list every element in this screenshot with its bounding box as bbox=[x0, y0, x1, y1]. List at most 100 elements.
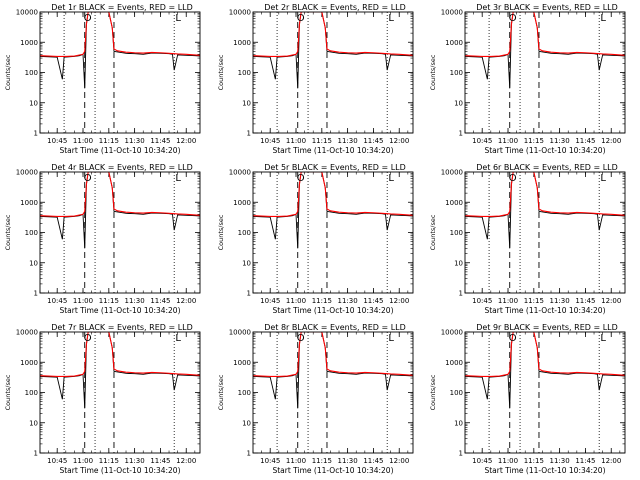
annotation-l: L bbox=[388, 333, 394, 344]
x-tick-label: 11:15 bbox=[99, 457, 119, 465]
x-tick-label: 12:00 bbox=[389, 137, 409, 145]
x-tick-label: 11:00 bbox=[286, 297, 306, 305]
y-tick-label: 10000 bbox=[16, 329, 38, 337]
annotation-l: L bbox=[600, 333, 606, 344]
annotation-l: L bbox=[388, 173, 394, 184]
annotation-l: L bbox=[600, 13, 606, 24]
x-tick-label: 12:00 bbox=[176, 297, 196, 305]
annotation-o: O bbox=[84, 13, 92, 24]
y-tick-label: 100 bbox=[450, 69, 463, 77]
plot-frame bbox=[464, 331, 626, 454]
x-axis-label: Start Time (11-Oct-10 10:34:20) bbox=[59, 306, 180, 315]
x-tick-label: 11:15 bbox=[524, 137, 544, 145]
annotation-o: O bbox=[509, 13, 517, 24]
y-axis-label: Counts/sec bbox=[4, 214, 12, 250]
x-tick-label: 10:45 bbox=[47, 297, 67, 305]
y-tick-label: 1 bbox=[34, 130, 38, 138]
x-tick-label: 11:30 bbox=[338, 137, 358, 145]
y-tick-label: 10000 bbox=[229, 329, 251, 337]
plot-frame bbox=[39, 11, 201, 134]
x-tick-label: 11:45 bbox=[363, 457, 383, 465]
lld-series-line bbox=[465, 172, 625, 217]
x-tick-label: 11:45 bbox=[363, 297, 383, 305]
x-tick-label: 11:45 bbox=[363, 137, 383, 145]
y-tick-label: 1000 bbox=[20, 39, 38, 47]
x-tick-label: 11:15 bbox=[524, 457, 544, 465]
x-tick-label: 11:45 bbox=[575, 137, 595, 145]
y-tick-label: 10 bbox=[454, 99, 463, 107]
y-tick-label: 1 bbox=[459, 130, 463, 138]
x-tick-label: 10:45 bbox=[260, 457, 280, 465]
y-tick-label: 100 bbox=[25, 69, 38, 77]
annotation-l: L bbox=[175, 333, 181, 344]
y-tick-label: 10 bbox=[454, 419, 463, 427]
y-tick-label: 1 bbox=[247, 290, 251, 298]
y-tick-label: 10000 bbox=[229, 9, 251, 17]
panel-title: Det 1r BLACK = Events, RED = LLD bbox=[51, 3, 193, 12]
y-axis-label: Counts/sec bbox=[4, 54, 12, 90]
plot-frame bbox=[464, 11, 626, 134]
panel-title: Det 9r BLACK = Events, RED = LLD bbox=[476, 323, 618, 332]
y-tick-label: 100 bbox=[25, 229, 38, 237]
y-tick-label: 100 bbox=[25, 389, 38, 397]
y-tick-label: 100 bbox=[238, 229, 251, 237]
y-tick-label: 10 bbox=[29, 259, 38, 267]
x-tick-label: 11:15 bbox=[99, 137, 119, 145]
y-axis-label: Counts/sec bbox=[429, 214, 437, 250]
panel-title: Det 4r BLACK = Events, RED = LLD bbox=[51, 163, 193, 172]
x-tick-label: 12:00 bbox=[601, 457, 621, 465]
x-tick-label: 10:45 bbox=[260, 137, 280, 145]
x-tick-label: 10:45 bbox=[47, 457, 67, 465]
x-tick-label: 11:15 bbox=[99, 297, 119, 305]
x-tick-label: 11:00 bbox=[498, 297, 518, 305]
x-tick-label: 11:30 bbox=[550, 297, 570, 305]
plot-frame bbox=[39, 171, 201, 294]
x-tick-label: 11:30 bbox=[125, 137, 145, 145]
y-axis-label: Counts/sec bbox=[217, 214, 225, 250]
y-tick-label: 10 bbox=[29, 99, 38, 107]
y-tick-label: 10000 bbox=[16, 169, 38, 177]
plot-frame bbox=[464, 171, 626, 294]
y-tick-label: 1 bbox=[34, 290, 38, 298]
x-tick-label: 12:00 bbox=[389, 457, 409, 465]
x-axis-label: Start Time (11-Oct-10 10:34:20) bbox=[59, 146, 180, 155]
x-tick-label: 11:00 bbox=[498, 457, 518, 465]
plot-frame bbox=[252, 331, 414, 454]
detector-panel: Det 8r BLACK = Events, RED = LLD Counts/s… bbox=[217, 323, 414, 475]
y-tick-label: 10000 bbox=[441, 169, 463, 177]
lld-series-line bbox=[465, 12, 625, 57]
y-tick-label: 10000 bbox=[229, 169, 251, 177]
y-tick-label: 1000 bbox=[20, 359, 38, 367]
lld-series-line bbox=[253, 332, 413, 377]
y-tick-label: 1 bbox=[459, 290, 463, 298]
x-tick-label: 11:15 bbox=[524, 297, 544, 305]
y-tick-label: 1000 bbox=[445, 359, 463, 367]
y-axis-label: Counts/sec bbox=[217, 374, 225, 410]
annotation-o: O bbox=[297, 333, 305, 344]
lld-series-line bbox=[465, 332, 625, 377]
y-tick-label: 10 bbox=[242, 259, 251, 267]
y-tick-label: 10 bbox=[29, 419, 38, 427]
annotation-l: L bbox=[600, 173, 606, 184]
y-axis-label: Counts/sec bbox=[429, 54, 437, 90]
annotation-o: O bbox=[84, 173, 92, 184]
detector-panel: Det 1r BLACK = Events, RED = LLD Counts/s… bbox=[4, 3, 201, 155]
panel-title: Det 5r BLACK = Events, RED = LLD bbox=[264, 163, 406, 172]
x-axis-label: Start Time (11-Oct-10 10:34:20) bbox=[59, 466, 180, 475]
detector-panel: Det 6r BLACK = Events, RED = LLD Counts/s… bbox=[429, 163, 626, 315]
x-tick-label: 11:15 bbox=[312, 297, 332, 305]
panel-title: Det 3r BLACK = Events, RED = LLD bbox=[476, 3, 618, 12]
y-tick-label: 100 bbox=[238, 389, 251, 397]
x-tick-label: 11:30 bbox=[550, 137, 570, 145]
y-tick-label: 10000 bbox=[16, 9, 38, 17]
plot-frame bbox=[252, 11, 414, 134]
y-tick-label: 100 bbox=[450, 389, 463, 397]
y-axis-label: Counts/sec bbox=[4, 374, 12, 410]
x-tick-label: 11:00 bbox=[286, 137, 306, 145]
y-axis-label: Counts/sec bbox=[217, 54, 225, 90]
x-tick-label: 11:30 bbox=[125, 457, 145, 465]
x-tick-label: 11:30 bbox=[125, 297, 145, 305]
annotation-l: L bbox=[175, 13, 181, 24]
detector-panel: Det 2r BLACK = Events, RED = LLD Counts/s… bbox=[217, 3, 414, 155]
x-tick-label: 11:00 bbox=[286, 457, 306, 465]
